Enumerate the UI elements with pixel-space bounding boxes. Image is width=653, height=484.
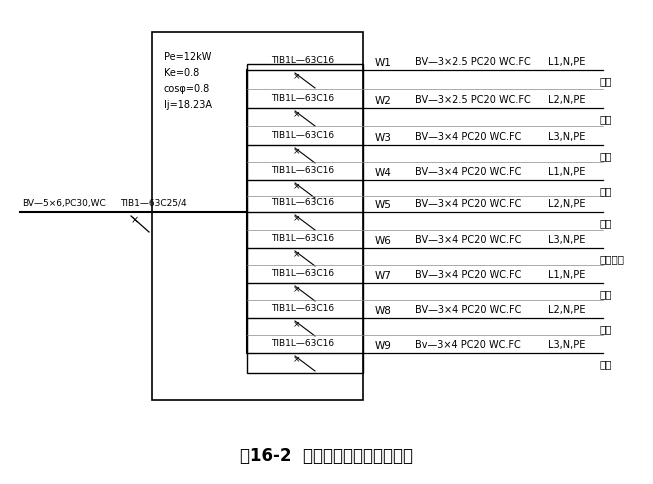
Text: ×: ×: [293, 110, 301, 120]
Text: L2,N,PE: L2,N,PE: [548, 95, 586, 105]
Text: L2,N,PE: L2,N,PE: [548, 199, 586, 209]
Text: W7: W7: [375, 271, 392, 281]
Text: Ke=0.8: Ke=0.8: [164, 68, 199, 78]
Text: W8: W8: [375, 306, 392, 316]
Text: L2,N,PE: L2,N,PE: [548, 305, 586, 315]
Text: BV—5×6,PC30,WC: BV—5×6,PC30,WC: [22, 199, 106, 208]
Text: BV—3×4 PC20 WC.FC: BV—3×4 PC20 WC.FC: [415, 235, 521, 245]
Text: TIB1L—63C16: TIB1L—63C16: [272, 198, 334, 207]
Text: 插座: 插座: [600, 186, 613, 196]
Text: W3: W3: [375, 133, 392, 143]
Text: W6: W6: [375, 236, 392, 246]
Text: W4: W4: [375, 168, 392, 178]
Text: BV—3×4 PC20 WC.FC: BV—3×4 PC20 WC.FC: [415, 167, 521, 177]
Text: ×: ×: [293, 286, 301, 294]
Text: W2: W2: [375, 96, 392, 106]
Text: BV—3×2.5 PC20 WC.FC: BV—3×2.5 PC20 WC.FC: [415, 95, 531, 105]
Text: TIB1L—63C16: TIB1L—63C16: [272, 131, 334, 140]
Text: L1,N,PE: L1,N,PE: [548, 57, 585, 67]
Text: Pe=12kW: Pe=12kW: [164, 52, 212, 62]
Text: W9: W9: [375, 341, 392, 351]
Text: L1,N,PE: L1,N,PE: [548, 167, 585, 177]
Text: ×: ×: [131, 215, 139, 225]
Text: BV—3×4 PC20 WC.FC: BV—3×4 PC20 WC.FC: [415, 132, 521, 142]
Text: ×: ×: [293, 251, 301, 259]
Text: cosφ=0.8: cosφ=0.8: [164, 84, 210, 94]
Text: TIB1L—63C16: TIB1L—63C16: [272, 234, 334, 243]
Text: BV—3×4 PC20 WC.FC: BV—3×4 PC20 WC.FC: [415, 270, 521, 280]
Text: Ij=18.23A: Ij=18.23A: [164, 100, 212, 110]
Text: 公共照明: 公共照明: [600, 254, 625, 264]
Bar: [247, 64, 363, 373]
Bar: [152, 32, 363, 400]
Text: L3,N,PE: L3,N,PE: [548, 340, 585, 350]
Text: L3,N,PE: L3,N,PE: [548, 235, 585, 245]
Text: 备用: 备用: [600, 289, 613, 299]
Text: L1,N,PE: L1,N,PE: [548, 270, 585, 280]
Text: 备用: 备用: [600, 359, 613, 369]
Text: TIB1L—63C16: TIB1L—63C16: [272, 269, 334, 278]
Text: ×: ×: [293, 182, 301, 192]
Text: BV—3×2.5 PC20 WC.FC: BV—3×2.5 PC20 WC.FC: [415, 57, 531, 67]
Text: ×: ×: [293, 148, 301, 156]
Text: ×: ×: [293, 214, 301, 224]
Text: 备用: 备用: [600, 324, 613, 334]
Text: 插座: 插座: [600, 218, 613, 228]
Text: BV—3×4 PC20 WC.FC: BV—3×4 PC20 WC.FC: [415, 305, 521, 315]
Text: ×: ×: [293, 320, 301, 330]
Text: TIB1L—63C16: TIB1L—63C16: [272, 339, 334, 348]
Text: Bv—3×4 PC20 WC.FC: Bv—3×4 PC20 WC.FC: [415, 340, 520, 350]
Text: TIB1L—63C16: TIB1L—63C16: [272, 94, 334, 103]
Text: 图16-2  某住宅楼照明配电系统图: 图16-2 某住宅楼照明配电系统图: [240, 447, 413, 465]
Text: TIB1—63C25/4: TIB1—63C25/4: [120, 199, 187, 208]
Text: W1: W1: [375, 58, 392, 68]
Text: ×: ×: [293, 356, 301, 364]
Text: 照明: 照明: [600, 76, 613, 86]
Text: 照明: 照明: [600, 114, 613, 124]
Text: BV—3×4 PC20 WC.FC: BV—3×4 PC20 WC.FC: [415, 199, 521, 209]
Text: TIB1L—63C16: TIB1L—63C16: [272, 56, 334, 65]
Text: L3,N,PE: L3,N,PE: [548, 132, 585, 142]
Text: TIB1L—63C16: TIB1L—63C16: [272, 304, 334, 313]
Text: ×: ×: [293, 73, 301, 81]
Text: 插座: 插座: [600, 151, 613, 161]
Text: W5: W5: [375, 200, 392, 210]
Text: TIB1L—63C16: TIB1L—63C16: [272, 166, 334, 175]
